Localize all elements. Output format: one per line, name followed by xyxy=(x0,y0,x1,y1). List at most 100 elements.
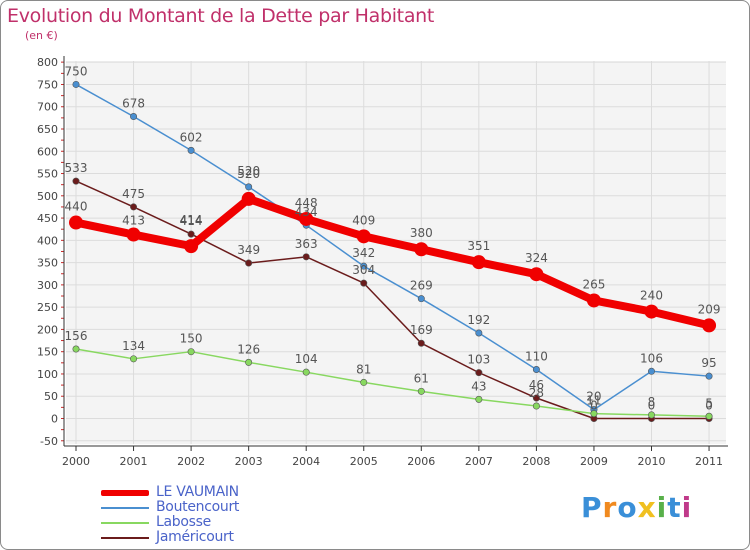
proxiti-logo: Proxiti xyxy=(581,491,692,524)
data-label: 434 xyxy=(295,205,318,219)
data-point xyxy=(299,211,314,226)
data-point xyxy=(475,369,483,377)
chart-title: Evolution du Montant de la Dette par Hab… xyxy=(7,5,435,27)
data-point xyxy=(72,345,80,353)
legend-swatch-jamericourt xyxy=(101,537,149,539)
data-point xyxy=(532,402,540,410)
data-point xyxy=(302,253,310,261)
data-point xyxy=(245,183,253,191)
data-label: 380 xyxy=(410,226,433,240)
y-tick-label: 50 xyxy=(44,390,58,403)
x-tick-label: 2006 xyxy=(407,455,435,468)
data-label: 351 xyxy=(467,239,490,253)
data-label: 269 xyxy=(410,279,433,293)
data-label: 46 xyxy=(529,378,544,392)
data-label: 520 xyxy=(237,167,260,181)
data-point xyxy=(647,411,655,419)
x-tick-label: 2011 xyxy=(695,455,723,468)
data-label: 750 xyxy=(65,64,88,78)
y-tick-label: 400 xyxy=(37,234,58,247)
data-point xyxy=(532,366,540,374)
series-line-le-vaumain xyxy=(72,194,714,330)
data-point xyxy=(417,387,425,395)
y-tick-label: 200 xyxy=(37,323,58,336)
data-point xyxy=(130,113,138,121)
data-point xyxy=(644,304,659,319)
y-tick-label: 150 xyxy=(37,346,58,359)
data-point xyxy=(187,348,195,356)
legend-label-jamericourt: Jaméricourt xyxy=(156,529,234,545)
x-tick-label: 2002 xyxy=(177,455,205,468)
data-point xyxy=(72,177,80,185)
data-point xyxy=(126,227,141,242)
chart-unit-label: (en €) xyxy=(25,29,58,42)
logo-letter: P xyxy=(581,491,603,524)
y-tick-label: 0 xyxy=(51,413,58,426)
data-label: 475 xyxy=(122,187,145,201)
x-tick-label: 2010 xyxy=(638,455,666,468)
x-tick-label: 2007 xyxy=(465,455,493,468)
data-label: 209 xyxy=(698,302,721,316)
data-point xyxy=(356,229,371,244)
y-tick-label: 250 xyxy=(37,301,58,314)
data-point xyxy=(302,368,310,376)
data-label: 363 xyxy=(295,237,318,251)
data-label: 126 xyxy=(237,342,260,356)
data-point xyxy=(130,203,138,211)
data-point xyxy=(360,279,368,287)
data-point xyxy=(72,80,80,88)
data-label: 0 xyxy=(705,399,713,413)
logo-letter: t xyxy=(667,491,682,524)
y-tick-label: 550 xyxy=(37,168,58,181)
data-point xyxy=(241,191,256,206)
data-point xyxy=(130,355,138,363)
data-point xyxy=(414,242,429,257)
x-tick-label: 2003 xyxy=(235,455,263,468)
y-tick-label: 600 xyxy=(37,145,58,158)
data-label: 0 xyxy=(590,399,598,413)
x-tick-label: 2005 xyxy=(350,455,378,468)
data-label: 0 xyxy=(648,399,656,413)
y-tick-label: 450 xyxy=(37,212,58,225)
legend-label-boutencourt: Boutencourt xyxy=(156,499,240,515)
logo-letter: i xyxy=(681,491,693,524)
y-tick-label: 350 xyxy=(37,257,58,270)
data-point xyxy=(184,239,199,254)
x-tick-label: 2004 xyxy=(292,455,320,468)
data-label: 413 xyxy=(122,214,145,228)
series-line-jam-ricourt xyxy=(75,180,710,420)
data-label: 414 xyxy=(180,213,203,227)
x-tick-label: 2009 xyxy=(580,455,608,468)
data-label: 602 xyxy=(180,130,203,144)
data-point xyxy=(187,230,195,238)
data-label: 324 xyxy=(525,251,548,265)
y-tick-label: 750 xyxy=(37,78,58,91)
data-label: 304 xyxy=(352,263,375,277)
data-label: 533 xyxy=(65,161,88,175)
data-point xyxy=(475,395,483,403)
x-tick-label: 2008 xyxy=(522,455,550,468)
data-label: 95 xyxy=(701,356,716,370)
y-tick-label: 700 xyxy=(37,101,58,114)
data-label: 349 xyxy=(237,243,260,257)
data-point xyxy=(647,367,655,375)
x-tick-label: 2001 xyxy=(120,455,148,468)
data-point xyxy=(360,262,368,270)
data-label: 678 xyxy=(122,97,145,111)
data-label: 20 xyxy=(586,390,601,404)
logo-letter: o xyxy=(617,491,638,524)
y-tick-label: 300 xyxy=(37,279,58,292)
data-label: 156 xyxy=(65,329,88,343)
legend-label-le-vaumain: LE VAUMAIN xyxy=(156,484,239,500)
data-point xyxy=(529,267,544,282)
data-label: 61 xyxy=(414,371,429,385)
data-point xyxy=(705,412,713,420)
logo-letter: r xyxy=(602,491,618,524)
data-point xyxy=(417,339,425,347)
data-point xyxy=(532,394,540,402)
legend-label-labosse: Labosse xyxy=(156,514,211,530)
data-label: 81 xyxy=(356,362,371,376)
data-label: 28 xyxy=(529,386,544,400)
data-point xyxy=(187,146,195,154)
